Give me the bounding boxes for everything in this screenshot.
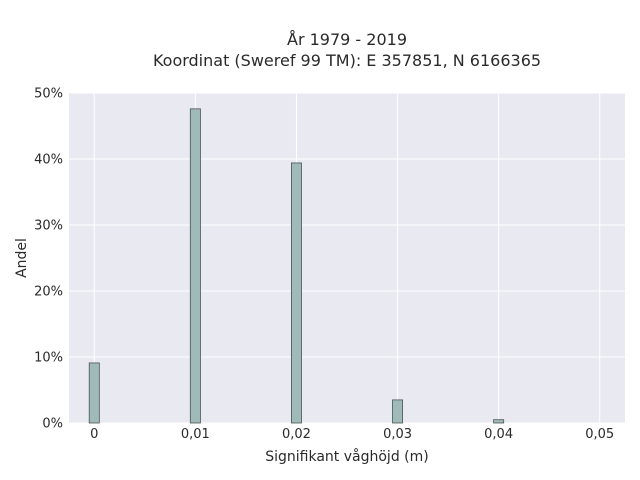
y-tick-label: 10% — [34, 351, 63, 366]
y-tick-labels: 0% 10% 20% 30% 40% 50% — [34, 87, 63, 432]
x-axis-label: Signifikant våghöjd (m) — [265, 448, 428, 465]
x-tick-label: 0,02 — [282, 427, 311, 442]
histogram-bar — [88, 362, 100, 424]
y-tick-label: 50% — [34, 87, 63, 102]
histogram-bar — [392, 399, 403, 424]
x-tick-label: 0,05 — [585, 427, 614, 442]
histogram-bar — [493, 419, 505, 424]
bars — [88, 108, 505, 424]
x-tick-labels: 0 0,01 0,02 0,03 0,04 0,05 — [90, 427, 614, 442]
x-tick-label: 0,01 — [181, 427, 210, 442]
histogram-bar — [290, 162, 302, 424]
y-tick-label: 30% — [34, 219, 63, 234]
y-gridlines — [69, 92, 625, 424]
y-tick-label: 20% — [34, 285, 63, 300]
y-tick-label: 40% — [34, 153, 63, 168]
chart-title-line-2: Koordinat (Sweref 99 TM): E 357851, N 61… — [153, 51, 541, 70]
x-tick-label: 0,03 — [383, 427, 412, 442]
x-tick-label: 0,04 — [484, 427, 513, 442]
histogram-bar — [189, 108, 201, 424]
y-axis-label: Andel — [14, 238, 30, 278]
chart-title-line-1: År 1979 - 2019 — [287, 30, 407, 49]
plot-area — [69, 93, 625, 423]
y-tick-label: 0% — [42, 417, 63, 432]
x-tick-label: 0 — [90, 427, 98, 442]
